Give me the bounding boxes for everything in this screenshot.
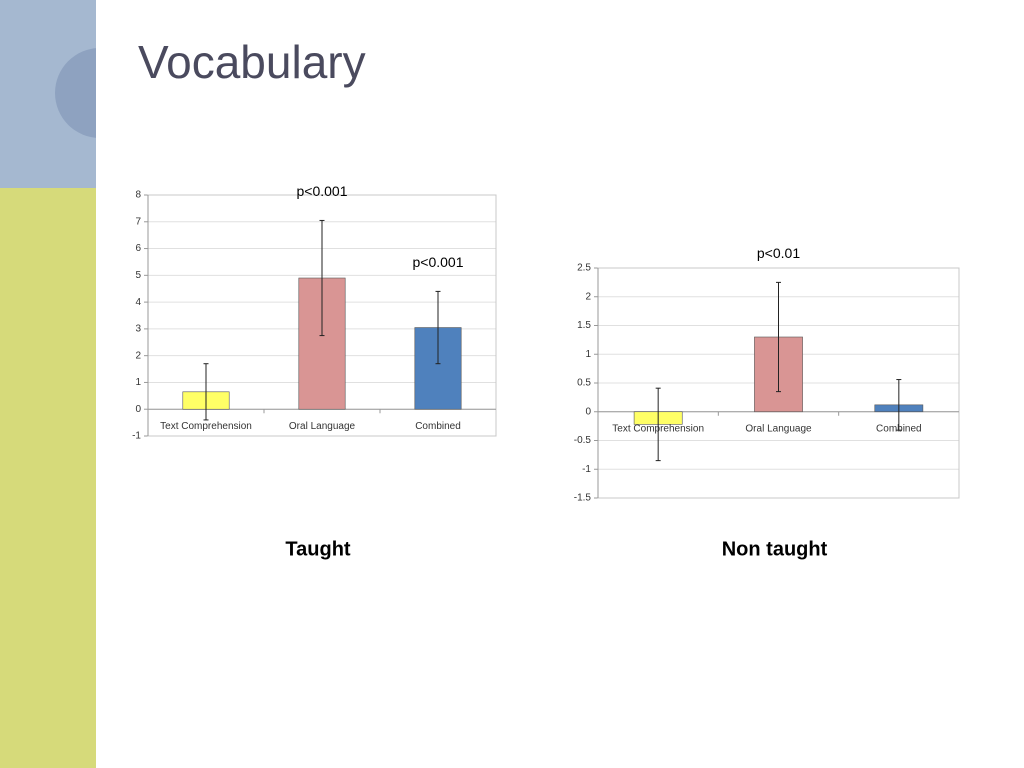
chart-caption: Taught (285, 538, 351, 560)
y-tick-label: 2.5 (577, 263, 591, 274)
y-tick-label: 5 (135, 270, 141, 281)
y-tick-label: -1.5 (574, 493, 592, 504)
y-tick-label: 0 (135, 404, 141, 415)
x-tick-label: Oral Language (289, 421, 356, 432)
y-tick-label: -0.5 (574, 435, 592, 446)
x-tick-label: Oral Language (745, 423, 812, 434)
y-tick-label: 1 (585, 349, 591, 360)
y-tick-label: 2 (135, 350, 141, 361)
x-tick-label: Text Comprehension (160, 421, 252, 432)
chart-caption: Non taught (722, 538, 828, 560)
annotation: p<0.001 (297, 183, 348, 199)
y-tick-label: 0 (585, 406, 591, 417)
y-tick-label: 4 (135, 297, 141, 308)
y-tick-label: 6 (135, 243, 141, 254)
y-tick-label: 7 (135, 216, 141, 227)
y-tick-label: 0.5 (577, 378, 591, 389)
x-tick-label: Text Comprehension (612, 423, 704, 434)
decor-circle (55, 48, 96, 138)
y-tick-label: -1 (132, 431, 141, 442)
y-tick-label: 1 (135, 377, 141, 388)
y-tick-label: 1.5 (577, 320, 591, 331)
slide-title: Vocabulary (138, 36, 366, 88)
y-tick-label: 2 (585, 291, 591, 302)
y-tick-label: 3 (135, 324, 141, 335)
annotation: p<0.01 (757, 245, 800, 261)
x-tick-label: Combined (415, 421, 461, 432)
sidebar-bottom (0, 188, 96, 768)
y-tick-label: 8 (135, 190, 141, 201)
annotation: p<0.001 (413, 254, 464, 270)
y-tick-label: -1 (582, 464, 591, 475)
x-tick-label: Combined (876, 423, 922, 434)
